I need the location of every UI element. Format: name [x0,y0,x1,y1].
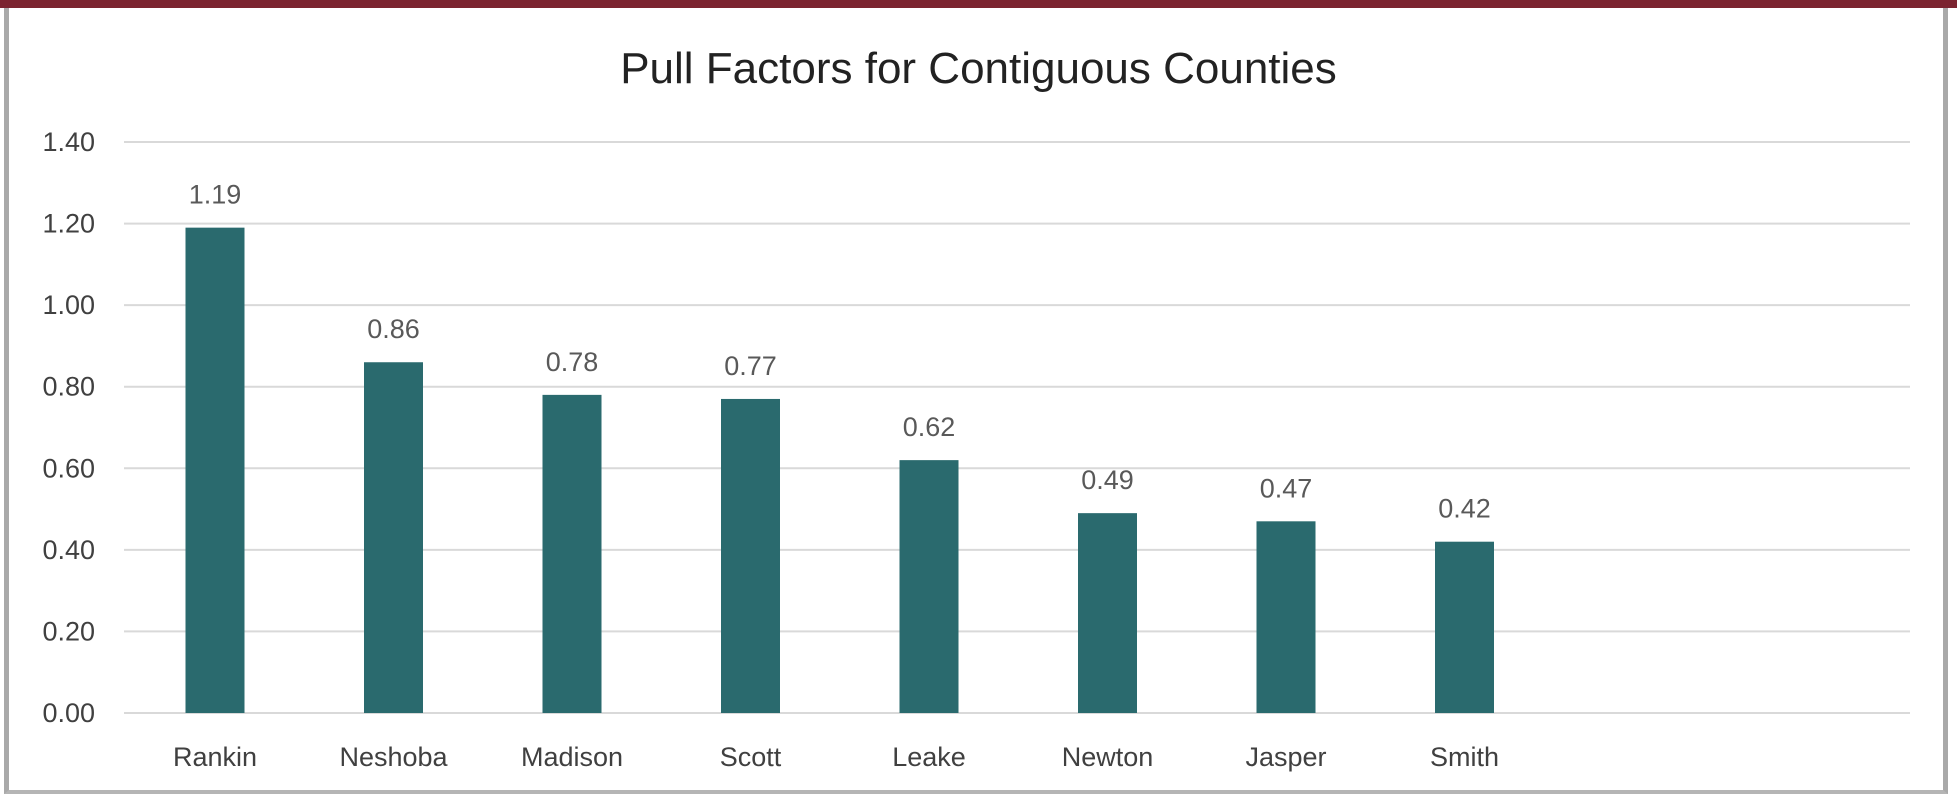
data-label: 0.49 [1081,465,1134,495]
y-tick-label: 1.40 [42,127,95,157]
y-tick-label: 1.20 [42,209,95,239]
bar [364,362,423,713]
y-tick-label: 0.00 [42,698,95,728]
y-tick-label: 0.80 [42,372,95,402]
data-label: 0.86 [367,314,420,344]
y-tick-label: 0.20 [42,616,95,646]
x-axis-categories: Rankin Neshoba Madison Scott Leake Newton Jasp… [173,742,1499,772]
category-label: Neshoba [339,742,448,772]
y-tick-label: 0.60 [42,453,95,483]
category-label: Jasper [1245,742,1326,772]
y-tick-label: 1.00 [42,290,95,320]
bar [185,227,245,713]
bars [185,227,1494,713]
y-axis-ticks: 0.00 0.20 0.40 0.60 0.80 1.00 1.20 1.40 [42,127,95,728]
chart-title: Pull Factors for Contiguous Counties [620,44,1337,93]
y-tick-label: 0.40 [42,535,95,565]
data-labels: 1.19 0.86 0.78 0.77 0.62 0.49 0.47 0.42 [189,180,1491,524]
category-label: Leake [892,742,966,772]
chart-frame [4,0,1948,794]
category-label: Smith [1430,742,1499,772]
data-label: 0.62 [903,412,956,442]
chart-top-border [0,0,1957,8]
data-label: 1.19 [189,180,242,210]
bar [1078,513,1137,713]
category-label: Newton [1062,742,1154,772]
category-label: Rankin [173,742,257,772]
bar [542,394,602,713]
data-label: 0.47 [1260,473,1313,503]
bar [721,398,780,713]
bar [1435,541,1494,713]
category-label: Scott [720,742,782,772]
data-label: 0.42 [1438,494,1491,524]
data-label: 0.77 [724,351,777,381]
bar [1256,521,1316,713]
bar [899,460,959,713]
category-label: Madison [521,742,623,772]
data-label: 0.78 [546,347,599,377]
